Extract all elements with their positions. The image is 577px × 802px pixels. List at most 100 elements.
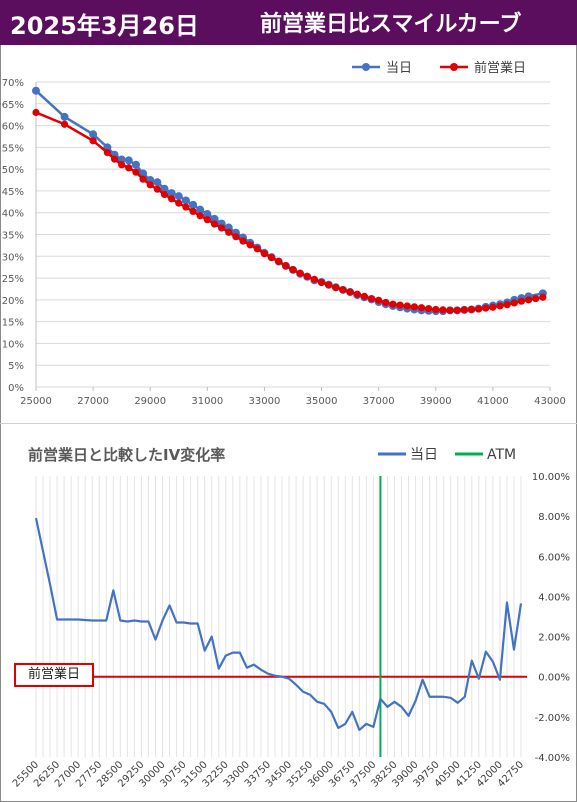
y-tick-label: 65% (2, 100, 24, 111)
data-point-today (160, 184, 169, 193)
series-line-today (34, 517, 523, 732)
series-line-prev (35, 111, 544, 312)
data-point-prev (196, 212, 204, 220)
data-point-prev (489, 303, 497, 311)
data-point-today (196, 205, 205, 214)
data-point-prev (296, 269, 304, 277)
header-bar: 2025年3月26日 前営業日比スマイルカーブ (0, 0, 577, 45)
legend-marker (450, 63, 458, 71)
y-tick-label: 4.00% (538, 592, 570, 603)
data-point-prev (467, 305, 476, 314)
data-point-prev (510, 299, 518, 307)
data-point-prev (417, 304, 426, 312)
y-tick-label: -2.00% (535, 713, 570, 724)
data-point-prev (225, 228, 233, 236)
legend-marker (362, 63, 370, 71)
y-tick-label: 10% (2, 339, 24, 350)
y-tick-label: 0% (8, 383, 24, 394)
data-point-prev (132, 168, 140, 176)
data-point-prev (60, 120, 69, 128)
x-tick-label: 29000 (134, 396, 166, 407)
data-point-prev (375, 296, 383, 304)
data-point-prev (475, 305, 483, 313)
y-tick-label: 25% (2, 274, 24, 285)
data-point-prev (232, 233, 240, 241)
x-tick-label: 35000 (306, 396, 338, 407)
data-point-prev (524, 296, 533, 304)
y-tick-label: 15% (2, 318, 24, 329)
iv-change-chart: 前営業日と比較したIV変化率 -4.00% -2.00% 0.00% 2.00% 4.00… (11, 446, 570, 790)
data-point-prev (325, 281, 333, 289)
smile-curve-chart: 0% 5% 10% 15% 20% 25% 30% 35% 40% 45% 50% 55% 60% 65%… (2, 60, 566, 407)
data-point-prev (246, 241, 254, 249)
data-point-prev (110, 155, 119, 163)
y-tick-label: 8.00% (538, 512, 570, 523)
data-point-prev (303, 272, 311, 280)
data-point-prev (260, 250, 269, 258)
x-tick-label: 37000 (363, 396, 395, 407)
x-tick-label: 33000 (249, 396, 281, 407)
legend-label-today: 当日 (410, 447, 438, 463)
legend-label: 前営業日 (474, 60, 526, 76)
data-point-prev (432, 305, 440, 314)
y-tick-label: 55% (2, 143, 24, 154)
y-tick-label: 45% (2, 187, 24, 198)
data-point-today (203, 210, 212, 219)
data-point-today (60, 112, 69, 121)
data-point-prev (118, 161, 126, 169)
data-point-prev (210, 220, 219, 228)
x-tick-label: 27000 (77, 396, 109, 407)
data-point-prev (532, 294, 540, 303)
data-point-prev (453, 306, 461, 314)
data-point-prev (218, 224, 226, 232)
data-point-prev (482, 304, 490, 312)
data-point-today (181, 196, 190, 205)
data-point-prev (125, 164, 133, 172)
data-point-prev (425, 304, 433, 313)
y-tick-label: 35% (2, 231, 24, 242)
data-point-prev (332, 284, 340, 292)
data-point-prev (403, 302, 411, 310)
data-point-prev (396, 301, 404, 309)
data-point-prev (346, 288, 354, 296)
data-point-prev (360, 292, 368, 300)
data-point-prev (496, 302, 504, 310)
y-tick-label: 50% (2, 165, 24, 176)
data-point-prev (439, 306, 447, 314)
y-tick-label: 30% (2, 252, 24, 263)
y-tick-label: 6.00% (538, 552, 570, 563)
chart-divider (0, 423, 577, 424)
y-tick-label: 40% (2, 209, 24, 220)
x-tick-label: 39000 (420, 396, 452, 407)
data-point-prev (446, 306, 454, 314)
y-tick-label: 10.00% (532, 472, 570, 483)
y-tick-label: 5% (8, 361, 24, 372)
data-point-prev (168, 195, 176, 203)
data-point-today (189, 200, 198, 209)
data-point-prev (389, 300, 397, 308)
data-point-prev (146, 181, 154, 189)
data-point-prev (339, 286, 347, 294)
data-point-today (210, 214, 219, 223)
data-point-prev (410, 303, 418, 311)
data-point-today (124, 156, 133, 165)
data-point-today (89, 130, 98, 139)
data-point-prev (239, 237, 247, 245)
data-point-prev (103, 148, 111, 157)
data-point-prev (460, 306, 468, 314)
data-point-prev (182, 203, 190, 211)
data-point-prev (503, 301, 511, 309)
zero-line-label: 前営業日 (14, 663, 94, 687)
x-tick-label: 43000 (534, 396, 566, 407)
data-point-prev (253, 245, 261, 253)
y-tick-label: 20% (2, 296, 24, 307)
data-point-today (153, 178, 162, 187)
y-tick-label: 2.00% (538, 633, 570, 644)
data-point-prev (317, 278, 326, 287)
data-point-prev (32, 108, 40, 117)
legend-label: 当日 (386, 61, 412, 76)
data-point-today (117, 155, 126, 164)
y-tick-label: 60% (2, 122, 24, 133)
data-point-prev (275, 257, 283, 266)
y-tick-label: -4.00% (535, 753, 570, 764)
